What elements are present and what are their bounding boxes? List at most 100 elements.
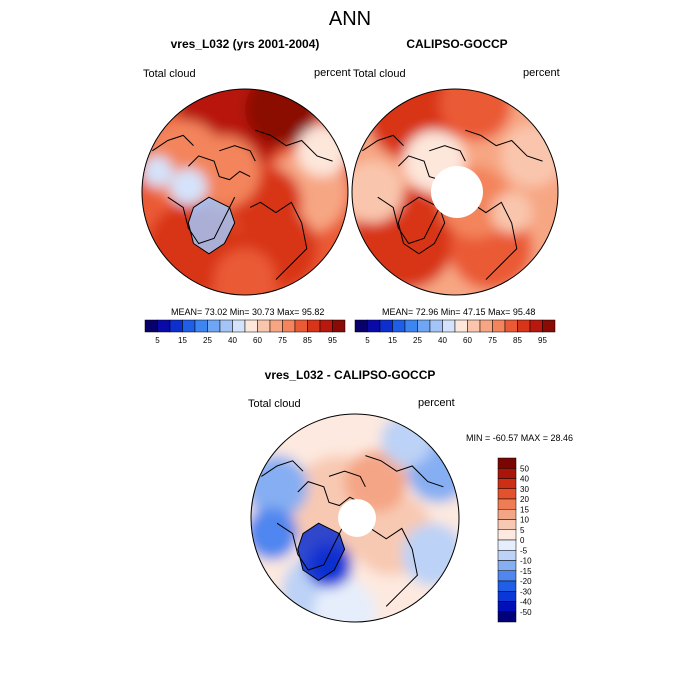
- colorbar-swatch: [497, 498, 517, 510]
- colorbar-swatch: [404, 319, 418, 333]
- field-patch: [491, 192, 533, 234]
- field-patch: [214, 248, 276, 295]
- colorbar-swatch: [282, 319, 296, 333]
- coastline: [362, 134, 404, 152]
- colorbar-swatch: [307, 319, 321, 333]
- colorbar-tick-label: 5: [520, 526, 525, 535]
- colorbar-tick-label: 40: [438, 336, 447, 345]
- colorbar-tick-label: 50: [520, 464, 529, 473]
- colorbar-swatch: [497, 591, 517, 602]
- colorbar-swatch: [454, 319, 468, 333]
- colorbar-swatch: [182, 319, 196, 333]
- colorbar-swatch: [294, 319, 308, 333]
- colorbar-tick-label: -20: [520, 577, 532, 586]
- colorbar-swatch: [497, 550, 517, 561]
- coastline: [219, 145, 256, 162]
- map-panel-1: [141, 88, 349, 296]
- coastline: [276, 522, 346, 571]
- greenland-region: [297, 523, 345, 581]
- colorbar-tick-label: 75: [278, 336, 287, 345]
- map-boundary: [351, 88, 559, 296]
- coastline: [249, 201, 308, 280]
- field-patch: [401, 523, 459, 586]
- panel1-stats: MEAN= 73.02 Min= 30.73 Max= 95.82: [171, 307, 325, 317]
- colorbar-tick-label: 25: [203, 336, 212, 345]
- colorbar-tick-label: 95: [538, 336, 547, 345]
- colorbar-swatch: [529, 319, 543, 333]
- colorbar-panel2: 5 15 25 40 60 75 85 95: [354, 319, 556, 345]
- panel1-title: vres_L032 (yrs 2001-2004): [170, 37, 320, 51]
- colorbar-tick-label: 5: [365, 336, 370, 345]
- colorbar-swatch: [442, 319, 456, 333]
- panel1-left-label: Total cloud: [143, 68, 196, 80]
- coastline: [152, 134, 194, 152]
- coastline: [397, 196, 446, 255]
- colorbar-swatch: [504, 319, 518, 333]
- colorbar-swatch: [497, 519, 517, 530]
- colorbar-swatch: [497, 509, 517, 520]
- coastline: [365, 455, 444, 488]
- map-panel-2: [351, 88, 559, 296]
- colorbar-swatch: [417, 319, 431, 333]
- colorbar-swatch: [497, 580, 517, 592]
- coastline: [297, 522, 346, 582]
- map-boundary: [250, 413, 460, 623]
- colorbar-swatch: [542, 319, 556, 333]
- map-panel-3: [250, 413, 460, 623]
- colorbar-swatch: [497, 601, 517, 612]
- colorbar-tick-label: 40: [520, 475, 529, 484]
- field-patch: [344, 450, 407, 513]
- panel3-left-label: Total cloud: [248, 398, 301, 410]
- colorbar-swatch: [144, 319, 158, 333]
- colorbar-tick-label: 15: [388, 336, 397, 345]
- colorbar-tick-label: 10: [520, 516, 529, 525]
- panel2-left-label: Total cloud: [353, 68, 406, 80]
- colorbar-tick-label: 30: [520, 485, 529, 494]
- colorbar-swatch: [492, 319, 506, 333]
- colorbar-swatch: [429, 319, 443, 333]
- coastline: [167, 196, 236, 245]
- coastline: [429, 145, 466, 162]
- field-patch: [296, 125, 348, 177]
- coastline: [377, 196, 446, 245]
- field-patch: [439, 89, 512, 141]
- colorbar-tick-label: 15: [178, 336, 187, 345]
- colorbar-swatch: [354, 319, 368, 333]
- colorbar-swatch: [232, 319, 246, 333]
- colorbar-tick-label: -15: [520, 567, 532, 576]
- colorbar-tick-label: -30: [520, 587, 532, 596]
- field-patch: [313, 580, 376, 622]
- field-patch: [381, 414, 433, 466]
- colorbar-swatch: [219, 319, 233, 333]
- colorbar-swatch: [169, 319, 183, 333]
- colorbar-tick-label: 25: [413, 336, 422, 345]
- colorbar-swatch: [207, 319, 221, 333]
- figure-title: ANN: [328, 8, 372, 30]
- colorbar-swatch: [497, 478, 517, 489]
- field-patch: [142, 155, 173, 187]
- field-patch: [169, 168, 207, 206]
- colorbar-swatch: [497, 611, 517, 623]
- panel2-title: CALIPSO-GOCCP: [406, 37, 508, 51]
- colorbar-swatch: [194, 319, 208, 333]
- colorbar-swatch: [467, 319, 481, 333]
- coastline: [328, 470, 366, 488]
- colorbar-tick-label: 60: [463, 336, 472, 345]
- colorbar-swatch: [497, 457, 517, 469]
- colorbar-swatch: [497, 560, 517, 571]
- panel2-stats: MEAN= 72.96 Min= 47.15 Max= 95.48: [382, 307, 536, 317]
- colorbar-swatch: [269, 319, 283, 333]
- panel2-right-label: percent: [523, 67, 560, 79]
- field-patch: [501, 125, 558, 187]
- colorbar-tick-label: 75: [488, 336, 497, 345]
- colorbar-tick-label: 0: [520, 536, 525, 545]
- coastline: [465, 129, 543, 162]
- coastline: [261, 460, 304, 477]
- colorbar-swatch: [497, 539, 517, 551]
- coastline: [359, 527, 418, 607]
- coastline: [255, 129, 333, 162]
- colorbar-tick-label: 85: [303, 336, 312, 345]
- missing-data-region: [431, 166, 483, 218]
